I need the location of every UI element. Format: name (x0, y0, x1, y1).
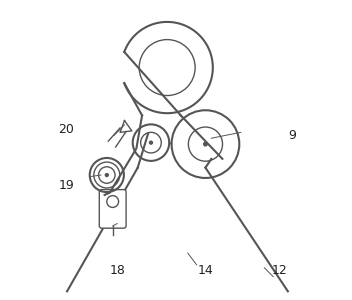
Text: 19: 19 (58, 179, 74, 192)
Text: 14: 14 (197, 264, 213, 277)
Text: 20: 20 (58, 123, 74, 136)
FancyBboxPatch shape (99, 190, 126, 228)
Text: 18: 18 (109, 264, 125, 277)
Circle shape (204, 142, 207, 146)
Circle shape (150, 141, 152, 144)
Text: 12: 12 (271, 264, 287, 277)
Text: 9: 9 (288, 129, 296, 142)
Circle shape (105, 174, 108, 176)
